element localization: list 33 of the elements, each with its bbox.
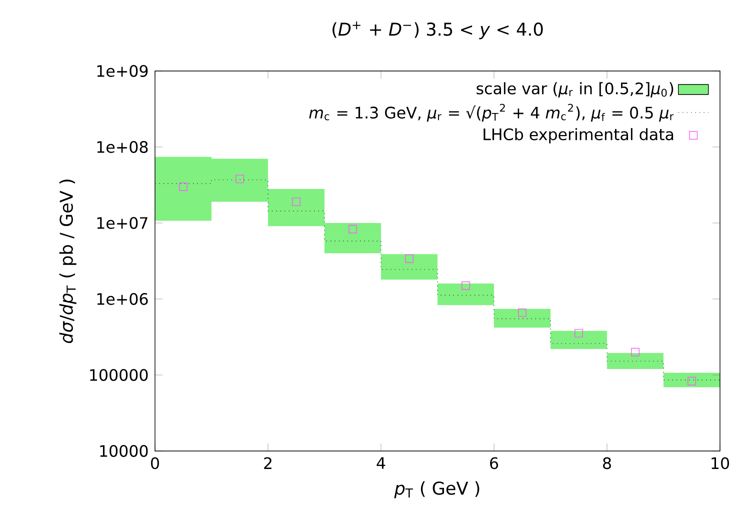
x-tick-label: 4 [376,457,386,469]
legend-label: LHCb experimental data [484,128,674,144]
bar [380,254,438,280]
point [688,376,696,386]
bar [550,330,607,349]
y-tick-label: 1e+08 [97,141,148,153]
x-axis-title: p$_{T}$ ( GeV ) [394,481,480,498]
x-tick-label: 10 [712,457,730,470]
point [292,198,300,206]
text: m$_{c}$ = 1.3 GeV, μ$_{r}$ = √(p$_{T}$$^{2}$ + 4 m$_{c}$$^{2}$), μ$_{f}$ = 0.5 μ$_{r}$ [309,104,674,122]
x-tick-label: 8 [603,457,611,470]
x-tick-label: 2 [264,457,272,469]
point [518,308,526,317]
point [348,224,357,234]
bar [437,283,494,306]
y-tick-label: 10000 [100,445,148,457]
point [574,328,583,338]
x-tick-label: 0 [151,457,159,470]
chart-title: (D$^{+}$ + D$^{−}$) 3.5 < y < 4.0 [332,21,543,40]
bar [607,352,664,369]
y-tick-label: 1e+06 [97,293,148,305]
legend-label: scale var (μ$_{r}$ in [0.5,2]μ$_{0}$) [476,82,674,98]
x-tick-label: 6 [490,457,498,470]
bar [494,308,550,328]
point [179,182,188,191]
point [405,254,414,263]
point [236,174,244,184]
y-tick-label: 1e+09 [97,65,148,77]
bar [664,372,720,388]
point [462,281,470,290]
y-tick-label: 100000 [90,369,148,381]
y-tick-label: 1e+07 [97,217,148,229]
point [631,348,640,356]
